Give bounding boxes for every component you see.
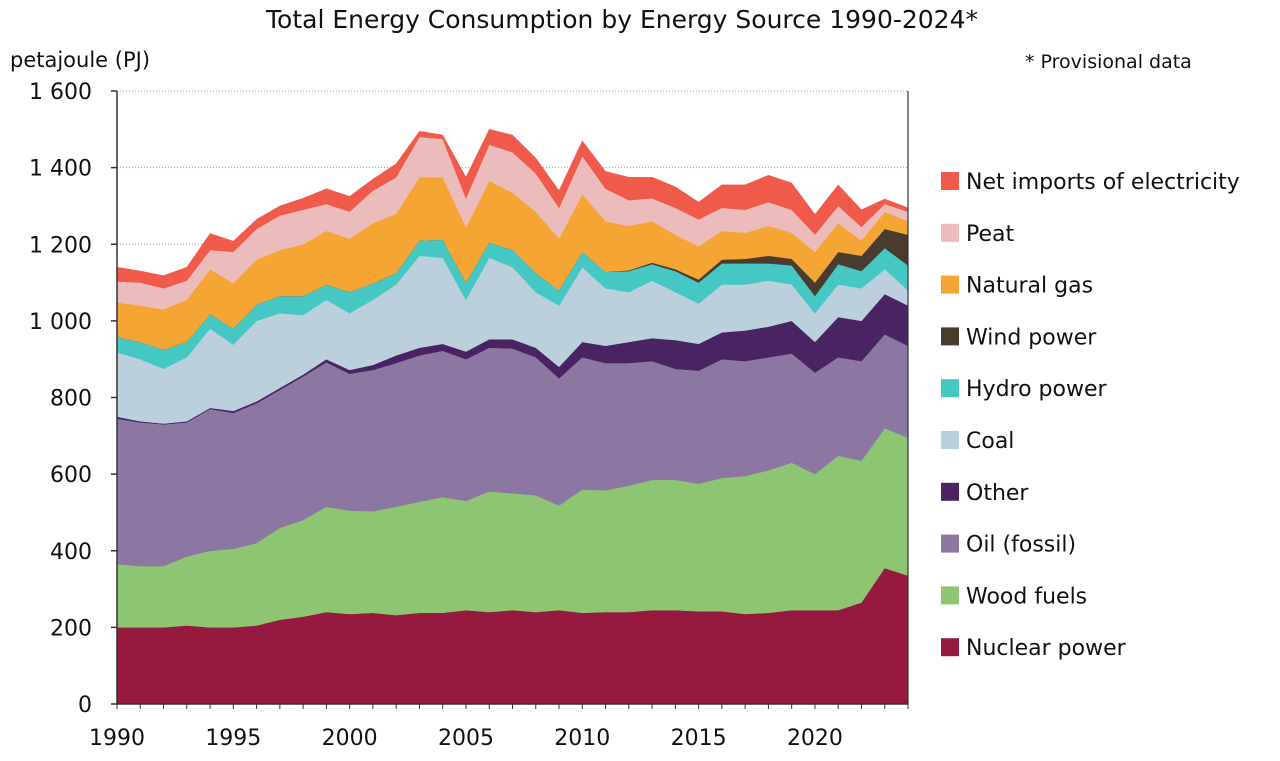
legend-item: Hydro power <box>941 377 1107 402</box>
x-tick-label: 1990 <box>89 726 145 751</box>
legend-item: Other <box>941 481 1029 506</box>
legend-swatch <box>941 431 959 449</box>
y-tick-label: 400 <box>50 540 92 565</box>
legend-item: Oil (fossil) <box>941 533 1076 558</box>
legend-swatch <box>941 275 959 294</box>
chart-title: Total Energy Consumption by Energy Sourc… <box>265 5 978 34</box>
legend-label: Peat <box>966 222 1014 247</box>
legend-label: Wind power <box>966 325 1097 350</box>
y-axis-label: petajoule (PJ) <box>10 48 150 72</box>
y-tick-label: 1 000 <box>29 310 92 335</box>
legend-item: Peat <box>941 222 1014 247</box>
y-tick-label: 600 <box>50 463 92 488</box>
legend-item: Natural gas <box>941 274 1093 299</box>
x-tick-label: 2010 <box>554 726 610 751</box>
y-tick-label: 0 <box>78 693 92 718</box>
legend-label: Coal <box>966 429 1014 454</box>
legend-label: Oil (fossil) <box>966 533 1076 558</box>
legend-swatch <box>941 586 959 605</box>
legend-swatch <box>941 172 959 190</box>
legend-item: Wood fuels <box>941 584 1087 609</box>
y-tick-label: 1 600 <box>29 80 92 105</box>
y-tick-label: 800 <box>50 387 92 412</box>
legend-swatch <box>941 327 959 346</box>
y-tick-label: 1 200 <box>29 233 92 258</box>
areas <box>116 129 909 705</box>
y-tick-label: 1 400 <box>29 157 92 182</box>
legend-label: Nuclear power <box>966 636 1127 661</box>
legend-swatch <box>941 379 959 398</box>
legend-item: Coal <box>941 429 1014 454</box>
legend-label: Other <box>966 481 1029 506</box>
legend-swatch <box>941 223 959 242</box>
legend-label: Hydro power <box>966 377 1107 402</box>
legend-label: Natural gas <box>966 274 1093 299</box>
legend-swatch <box>941 482 959 501</box>
y-tick-label: 200 <box>50 616 92 641</box>
x-tick-label: 2015 <box>671 726 727 751</box>
legend-label: Wood fuels <box>966 584 1087 609</box>
legend: Net imports of electricity Peat Natural ga… <box>941 170 1240 661</box>
x-tick-label: 2020 <box>787 726 843 751</box>
legend-label: Net imports of electricity <box>966 170 1240 195</box>
x-tick-label: 1995 <box>205 726 261 751</box>
x-tick-label: 2005 <box>438 726 494 751</box>
legend-item: Wind power <box>941 325 1097 350</box>
axes: 0 200 400 600 800 1 000 1 200 1 400 1 600 1990 199… <box>29 80 909 751</box>
legend-item: Nuclear power <box>941 636 1127 661</box>
x-tick-label: 2000 <box>322 726 378 751</box>
provisional-note: * Provisional data <box>1025 51 1192 73</box>
legend-swatch <box>941 534 959 553</box>
legend-item: Net imports of electricity <box>941 170 1240 195</box>
legend-swatch <box>941 638 959 657</box>
